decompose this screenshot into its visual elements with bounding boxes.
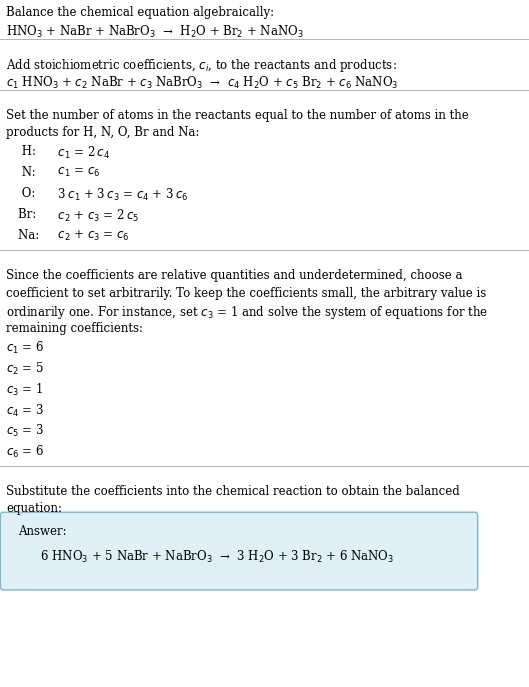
- Text: $c_2$ + $c_3$ = 2 $c_5$: $c_2$ + $c_3$ = 2 $c_5$: [54, 207, 139, 224]
- Text: products for H, N, O, Br and Na:: products for H, N, O, Br and Na:: [6, 126, 199, 139]
- Text: 6 HNO$_3$ + 5 NaBr + NaBrO$_3$  →  3 H$_2$O + 3 Br$_2$ + 6 NaNO$_3$: 6 HNO$_3$ + 5 NaBr + NaBrO$_3$ → 3 H$_2$…: [18, 548, 394, 565]
- Text: $c_3$ = 1: $c_3$ = 1: [6, 381, 43, 398]
- Text: N:: N:: [18, 166, 39, 179]
- Text: Since the coefficients are relative quantities and underdetermined, choose a: Since the coefficients are relative quan…: [6, 269, 462, 282]
- Text: $c_1$ = $c_6$: $c_1$ = $c_6$: [54, 166, 101, 179]
- Text: H:: H:: [18, 145, 40, 158]
- FancyBboxPatch shape: [1, 513, 478, 590]
- Text: $c_1$ HNO$_3$ + $c_2$ NaBr + $c_3$ NaBrO$_3$  →  $c_4$ H$_2$O + $c_5$ Br$_2$ + $: $c_1$ HNO$_3$ + $c_2$ NaBr + $c_3$ NaBrO…: [6, 75, 398, 91]
- Text: $c_2$ = 5: $c_2$ = 5: [6, 361, 44, 376]
- Text: Na:: Na:: [18, 229, 43, 242]
- Text: Set the number of atoms in the reactants equal to the number of atoms in the: Set the number of atoms in the reactants…: [6, 109, 469, 122]
- Text: remaining coefficients:: remaining coefficients:: [6, 322, 143, 335]
- Text: $c_2$ + $c_3$ = $c_6$: $c_2$ + $c_3$ = $c_6$: [54, 229, 130, 243]
- Text: Balance the chemical equation algebraically:: Balance the chemical equation algebraica…: [6, 6, 274, 19]
- Text: coefficient to set arbitrarily. To keep the coefficients small, the arbitrary va: coefficient to set arbitrarily. To keep …: [6, 286, 486, 300]
- Text: HNO$_3$ + NaBr + NaBrO$_3$  →  H$_2$O + Br$_2$ + NaNO$_3$: HNO$_3$ + NaBr + NaBrO$_3$ → H$_2$O + Br…: [6, 24, 304, 40]
- Text: $c_4$ = 3: $c_4$ = 3: [6, 403, 44, 418]
- Text: ordinarily one. For instance, set $c_3$ = 1 and solve the system of equations fo: ordinarily one. For instance, set $c_3$ …: [6, 304, 488, 322]
- Text: Answer:: Answer:: [18, 526, 67, 539]
- Text: O:: O:: [18, 187, 39, 200]
- Text: equation:: equation:: [6, 502, 62, 515]
- Text: $c_5$ = 3: $c_5$ = 3: [6, 423, 44, 440]
- Text: $c_1$ = 6: $c_1$ = 6: [6, 340, 44, 356]
- Text: Br:: Br:: [18, 207, 40, 221]
- Text: Add stoichiometric coefficients, $c_i$, to the reactants and products:: Add stoichiometric coefficients, $c_i$, …: [6, 57, 397, 74]
- Text: Substitute the coefficients into the chemical reaction to obtain the balanced: Substitute the coefficients into the che…: [6, 484, 460, 497]
- Text: $c_6$ = 6: $c_6$ = 6: [6, 444, 44, 460]
- Text: $c_1$ = 2 $c_4$: $c_1$ = 2 $c_4$: [54, 145, 110, 161]
- Text: 3 $c_1$ + 3 $c_3$ = $c_4$ + 3 $c_6$: 3 $c_1$ + 3 $c_3$ = $c_4$ + 3 $c_6$: [54, 187, 188, 203]
